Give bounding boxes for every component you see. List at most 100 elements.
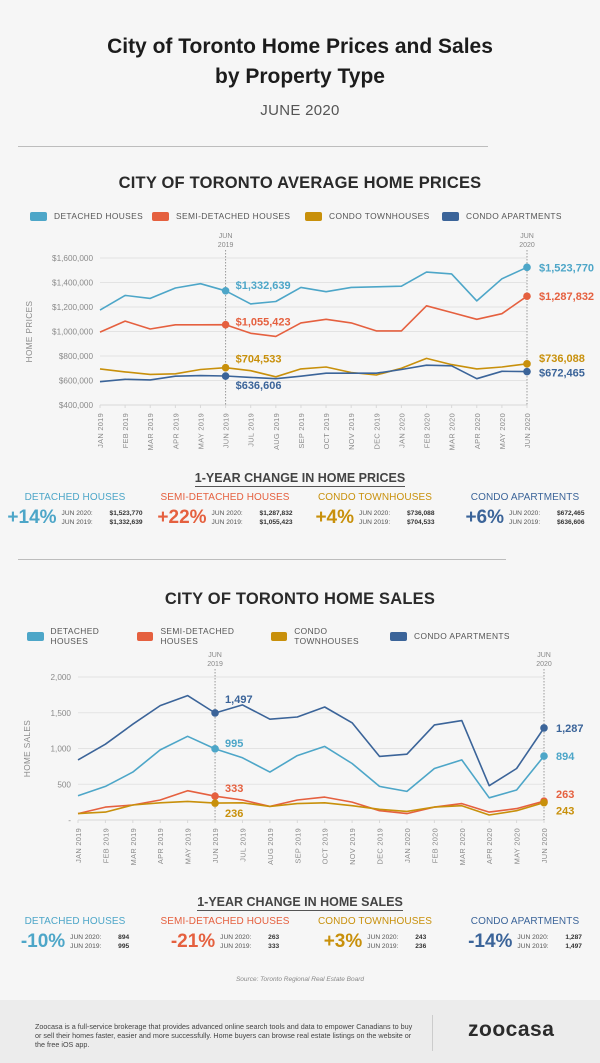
sales-change-row: DETACHED HOUSES -10% JUN 2020: 894 JUN 20… <box>0 916 600 953</box>
prices-chart-title: CITY OF TORONTO AVERAGE HOME PRICES <box>118 174 482 192</box>
x-tick-label: JUN 2020 <box>540 828 549 863</box>
x-tick-label: MAR 2019 <box>129 828 138 865</box>
data-point-townhouse <box>221 363 230 372</box>
x-tick-label: JUN 2020 <box>523 413 532 448</box>
reference-label-year: 2020 <box>536 661 552 668</box>
change-category-label: SEMI-DETACHED HOUSES <box>160 916 290 927</box>
sales-legend: DETACHED HOUSES SEMI-DETACHED HOUSES CON… <box>27 626 510 646</box>
y-tick-label: 1,000 <box>51 745 72 754</box>
legend-label: DETACHED HOUSES <box>54 211 144 221</box>
value-jun2019-amount: 236 <box>415 943 427 950</box>
value-jun2020-label: JUN 2020: <box>367 934 399 941</box>
y-tick-label: $1,400,000 <box>52 279 93 288</box>
change-values: JUN 2020: 1,287 JUN 2019: 1,497 <box>517 933 582 951</box>
value-jun2019: JUN 2019: 1,497 <box>517 942 582 951</box>
change-row: +4% JUN 2020: $736,088 JUN 2019: $704,533 <box>300 507 450 529</box>
legend-item-detached: DETACHED HOUSES <box>27 626 137 646</box>
change-row: -14% JUN 2020: 1,287 JUN 2019: 1,497 <box>450 931 600 953</box>
sales-line-chart: - 500 1,000 1,500 2,000 HOME SALES JAN 2019 FEB… <box>23 652 584 865</box>
legend-item-apartment: CONDO APARTMENTS <box>390 631 510 641</box>
value-jun2020: JUN 2020: 894 <box>70 933 129 942</box>
change-row: +22% JUN 2020: $1,287,832 JUN 2019: $1,055… <box>150 507 300 529</box>
legend-swatch <box>305 211 322 221</box>
value-jun2020-label: JUN 2020: <box>211 510 243 517</box>
legend-item-semi: SEMI-DETACHED HOUSES <box>137 626 271 646</box>
data-point-apartment <box>540 724 548 732</box>
price-change-heading: 1-YEAR CHANGE IN HOME PRICES <box>0 471 600 487</box>
legend-swatch <box>30 211 47 221</box>
x-tick-label: MAY 2020 <box>513 828 522 864</box>
x-tick-label: MAY 2019 <box>196 413 205 449</box>
y-tick-label: - <box>68 816 71 825</box>
legend-item-detached: DETACHED HOUSES <box>30 211 152 221</box>
x-tick-label: DEC 2019 <box>376 828 385 865</box>
data-point-townhouse <box>211 799 219 807</box>
prices-legend: DETACHED HOUSES SEMI-DETACHED HOUSES CON… <box>30 211 562 221</box>
price-change-townhouse: CONDO TOWNHOUSES +4% JUN 2020: $736,088 J… <box>300 492 450 529</box>
data-label-jun2019-townhouse: $704,533 <box>236 354 282 366</box>
change-percent: -10% <box>20 931 66 952</box>
reference-label-month: JUN <box>537 652 551 659</box>
x-tick-label: JUN 2019 <box>211 828 220 863</box>
change-percent: +22% <box>157 507 207 528</box>
x-tick-label: JUN 2019 <box>222 413 231 448</box>
data-point-semi <box>211 792 219 800</box>
x-tick-label: FEB 2020 <box>423 413 432 448</box>
legend-swatch <box>442 211 459 221</box>
change-percent: +3% <box>323 931 363 952</box>
data-point-detached <box>540 752 548 760</box>
x-tick-label: FEB 2019 <box>101 828 110 863</box>
legend-label: SEMI-DETACHED HOUSES <box>160 626 235 646</box>
y-tick-label: 500 <box>57 780 71 789</box>
source-note: Source: Toronto Regional Real Estate Boa… <box>235 976 365 983</box>
value-jun2020-label: JUN 2020: <box>517 934 549 941</box>
legend-item-townhouse: CONDO TOWNHOUSES <box>271 626 390 646</box>
change-values: JUN 2020: $672,465 JUN 2019: $636,606 <box>509 509 585 527</box>
legend-swatch <box>271 631 288 641</box>
change-percent: +4% <box>315 507 355 528</box>
value-jun2020: JUN 2020: 243 <box>367 933 426 942</box>
y-tick-label: 2,000 <box>51 673 72 682</box>
value-jun2019: JUN 2019: $1,055,423 <box>212 518 293 527</box>
legend-item-apartment: CONDO APARTMENTS <box>442 211 562 221</box>
page-title-line1: City of Toronto Home Prices and Sales <box>107 35 493 58</box>
page-subtitle: JUNE 2020 <box>260 102 340 119</box>
value-jun2019: JUN 2019: $704,533 <box>359 518 435 527</box>
x-tick-label: APR 2020 <box>485 828 494 864</box>
value-jun2019: JUN 2019: 236 <box>367 942 426 951</box>
change-row: +14% JUN 2020: $1,523,770 JUN 2019: $1,332… <box>0 507 150 529</box>
data-label-jun2019-apartment: 1,497 <box>225 694 253 706</box>
legend-swatch <box>390 631 407 641</box>
data-point-detached <box>211 745 219 753</box>
series-line-apartment <box>77 694 545 787</box>
reference-label-year: 2019 <box>207 661 223 668</box>
x-tick-label: SEP 2019 <box>293 828 302 864</box>
change-category-label: CONDO TOWNHOUSES <box>317 916 433 927</box>
value-jun2020: JUN 2020: $1,287,832 <box>212 509 293 518</box>
value-jun2020: JUN 2020: 263 <box>220 933 279 942</box>
value-jun2020-label: JUN 2020: <box>509 510 541 517</box>
x-tick-label: APR 2019 <box>171 413 180 449</box>
data-label-jun2020-detached: $1,523,770 <box>539 262 594 274</box>
value-jun2020-amount: $736,088 <box>407 510 435 517</box>
value-jun2019-amount: 995 <box>118 943 130 950</box>
zoocasa-logo: zoocasa <box>468 1018 555 1041</box>
legend-label: SEMI-DETACHED HOUSES <box>176 211 291 221</box>
x-tick-label: FEB 2019 <box>121 413 130 448</box>
x-tick-label: MAR 2019 <box>146 413 155 450</box>
x-tick-label: SEP 2019 <box>297 413 306 449</box>
change-category-label: CONDO APARTMENTS <box>470 916 580 927</box>
change-values: JUN 2020: 263 JUN 2019: 333 <box>220 933 279 951</box>
footer-text: Zoocasa is a full-service brokerage that… <box>35 1022 413 1050</box>
change-category-label: CONDO TOWNHOUSES <box>317 492 433 503</box>
change-values: JUN 2020: $1,287,832 JUN 2019: $1,055,423 <box>212 509 293 527</box>
sales-change-semi: SEMI-DETACHED HOUSES -21% JUN 2020: 263 J… <box>150 916 300 953</box>
value-jun2020-amount: 1,287 <box>565 934 582 941</box>
data-label-jun2019-detached: $1,332,639 <box>236 280 291 292</box>
y-tick-label: 1,500 <box>51 709 72 718</box>
data-label-jun2020-detached: 894 <box>556 751 575 763</box>
x-tick-label: AUG 2019 <box>272 413 281 450</box>
y-tick-label: $1,000,000 <box>52 328 93 337</box>
x-tick-label: NOV 2019 <box>347 413 356 450</box>
change-category-label: DETACHED HOUSES <box>24 916 126 927</box>
